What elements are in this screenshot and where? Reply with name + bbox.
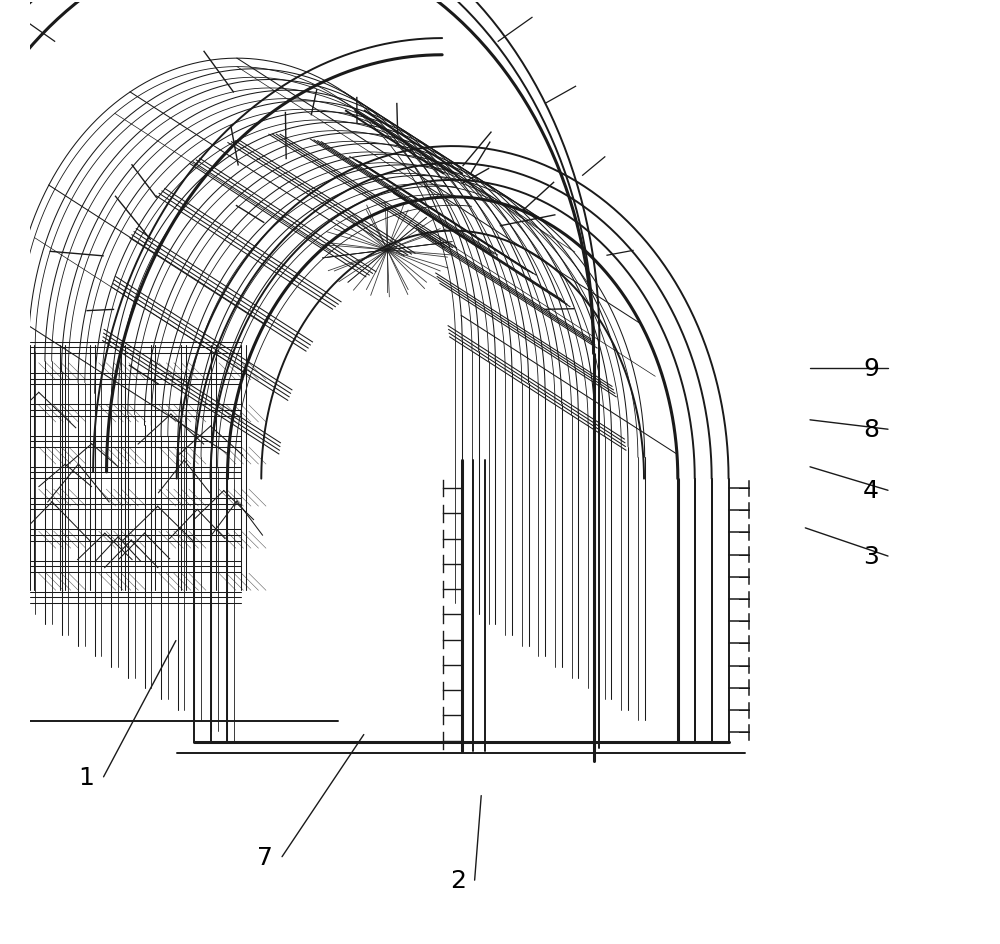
Text: 3: 3 <box>863 545 879 568</box>
Text: 4: 4 <box>863 479 879 503</box>
Text: 9: 9 <box>863 357 879 380</box>
Text: 1: 1 <box>79 765 95 789</box>
Text: 7: 7 <box>257 845 273 868</box>
Text: 8: 8 <box>863 418 879 442</box>
Text: 2: 2 <box>450 868 466 892</box>
